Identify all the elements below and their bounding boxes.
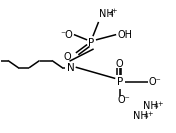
- Text: NH: NH: [133, 111, 148, 121]
- Text: P: P: [117, 77, 123, 88]
- Text: N: N: [67, 63, 74, 73]
- Text: P: P: [88, 38, 95, 48]
- Text: O⁻: O⁻: [118, 95, 131, 105]
- Text: 4: 4: [154, 103, 159, 109]
- Text: NH: NH: [99, 9, 113, 19]
- Text: O: O: [116, 59, 124, 69]
- Text: OH: OH: [117, 30, 132, 40]
- Text: +: +: [112, 8, 117, 14]
- Text: O⁻: O⁻: [149, 77, 161, 87]
- Text: O: O: [64, 51, 71, 62]
- Text: NH: NH: [143, 101, 158, 111]
- Text: ⁻O: ⁻O: [61, 30, 73, 40]
- Text: +: +: [158, 101, 163, 107]
- Text: 4: 4: [108, 11, 113, 17]
- Text: 4: 4: [143, 113, 148, 119]
- Text: +: +: [147, 111, 152, 117]
